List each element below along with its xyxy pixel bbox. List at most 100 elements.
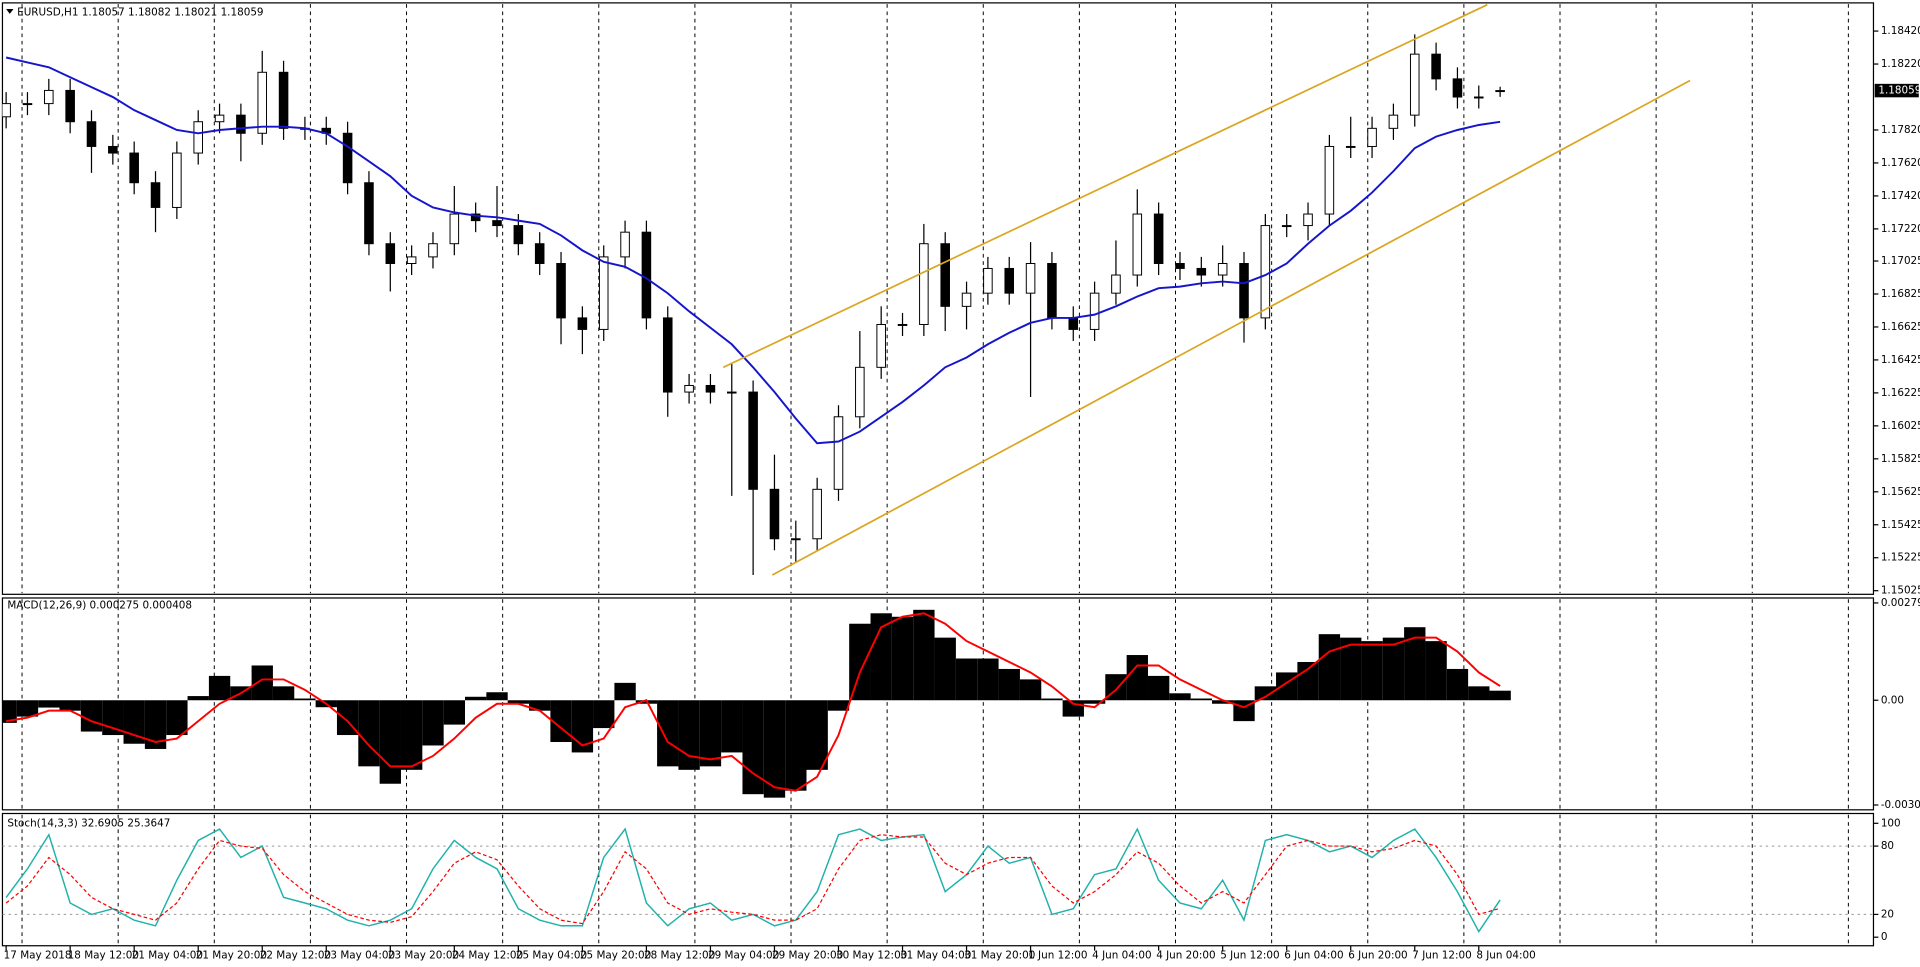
candle-body	[1004, 267, 1015, 294]
x-tick-label: 25 May 04:00	[516, 950, 587, 962]
candle-body	[598, 256, 609, 330]
candle-body	[1452, 78, 1463, 98]
candle-body	[769, 488, 780, 540]
candle-body	[470, 213, 481, 222]
candle-body	[278, 71, 289, 129]
candle-body	[1047, 263, 1057, 319]
x-tick-label: 29 May 20:00	[772, 950, 843, 962]
candle-body	[1132, 213, 1143, 276]
x-tick-label: 17 May 2018	[4, 950, 72, 962]
x-tick-label: 4 Jun 04:00	[1092, 950, 1151, 962]
y-tick-label: 1.16225	[1881, 387, 1920, 399]
macd-bar	[1147, 675, 1170, 701]
candle-body	[556, 263, 566, 319]
candle-body	[641, 231, 652, 319]
macd-bar	[400, 700, 423, 770]
candle-body	[236, 114, 246, 134]
candle-body	[1196, 267, 1207, 276]
macd-bar	[59, 700, 81, 711]
stochastic-panel	[1, 812, 1875, 947]
macd-bar	[507, 700, 530, 704]
macd-bar	[1083, 700, 1106, 704]
macd-bar	[1361, 641, 1383, 701]
candle-body	[1409, 53, 1420, 116]
y-tick-label: 100	[1881, 817, 1901, 829]
candle-body	[1388, 114, 1399, 129]
macd-bar	[1190, 698, 1213, 701]
macd-bar	[785, 700, 807, 791]
candle-body	[620, 231, 630, 258]
candle-body	[1089, 292, 1100, 330]
current-price-label: 1.18059	[1878, 85, 1920, 97]
candle-body	[385, 243, 396, 264]
candle-body	[1345, 145, 1356, 148]
macd-bar	[1489, 690, 1511, 701]
macd-bar	[486, 692, 508, 701]
macd-bar	[977, 658, 999, 701]
macd-bar	[913, 609, 935, 701]
y-tick-label: 1.17420	[1881, 190, 1920, 202]
candle-body	[812, 488, 822, 540]
macd-bar	[422, 700, 444, 746]
candle-body	[855, 366, 865, 418]
moving-average	[5, 56, 1501, 445]
macd-bar	[1425, 641, 1447, 701]
y-tick-label: 1.18420	[1881, 25, 1920, 37]
macd-bar	[614, 682, 636, 701]
candle-body	[897, 323, 908, 326]
y-tick-label: 1.15825	[1881, 453, 1920, 465]
price-panel	[1, 2, 1875, 595]
candle-body	[2, 103, 11, 118]
macd-bar	[2, 700, 17, 723]
macd-bar	[38, 700, 60, 708]
macd-bar	[1212, 700, 1234, 704]
channel-line	[722, 3, 1488, 369]
x-tick-label: 28 May 12:00	[644, 950, 715, 962]
macd-bar	[571, 700, 594, 753]
candle-body	[876, 323, 886, 368]
macd-bar	[358, 700, 380, 767]
x-tick-label: 8 Jun 04:00	[1476, 950, 1535, 962]
stochastic-plot	[2, 827, 1874, 933]
y-tick-label: 1.15025	[1881, 585, 1920, 597]
x-tick-label: 30 May 12:00	[836, 950, 907, 962]
candle-body	[428, 243, 438, 258]
x-tick-label: 21 May 04:00	[132, 950, 203, 962]
x-tick-label: 7 Jun 12:00	[1412, 950, 1471, 962]
candle-body	[257, 71, 268, 134]
macd-bar	[251, 665, 273, 701]
candle-body	[65, 89, 75, 123]
candle-body	[1175, 263, 1185, 269]
x-tick-label: 31 May 04:00	[900, 950, 971, 962]
candle-body	[961, 292, 972, 307]
macd-bar	[870, 613, 892, 701]
candle-body	[193, 121, 203, 154]
y-tick-label: 0.00	[1881, 694, 1904, 706]
x-tick-label: 21 May 20:00	[196, 950, 267, 962]
macd-bar	[742, 700, 764, 795]
macd-panel	[1, 597, 1875, 811]
candle-body	[662, 317, 673, 393]
x-tick-label: 18 May 12:00	[68, 950, 139, 962]
candle-body	[108, 145, 118, 154]
candle-body	[22, 103, 33, 106]
x-tick-label: 22 May 12:00	[260, 950, 331, 962]
candle-body	[833, 416, 844, 490]
y-tick-label: 1.15425	[1881, 519, 1920, 531]
candle-body	[727, 391, 737, 394]
candle-body	[577, 317, 588, 330]
x-tick-label: 6 Jun 20:00	[1348, 950, 1407, 962]
candle-body	[940, 243, 950, 307]
candle-body	[172, 152, 182, 208]
macd-bar	[678, 700, 700, 770]
macd-bar	[1254, 686, 1277, 701]
y-tick-label: 20	[1881, 908, 1894, 920]
macd-bar	[166, 700, 188, 736]
candle-body	[1111, 274, 1121, 294]
macd-bar	[1404, 627, 1426, 701]
macd-bar	[16, 700, 39, 717]
candle-body	[684, 384, 694, 393]
macd-bar	[934, 637, 956, 701]
macd-bar	[657, 700, 679, 767]
